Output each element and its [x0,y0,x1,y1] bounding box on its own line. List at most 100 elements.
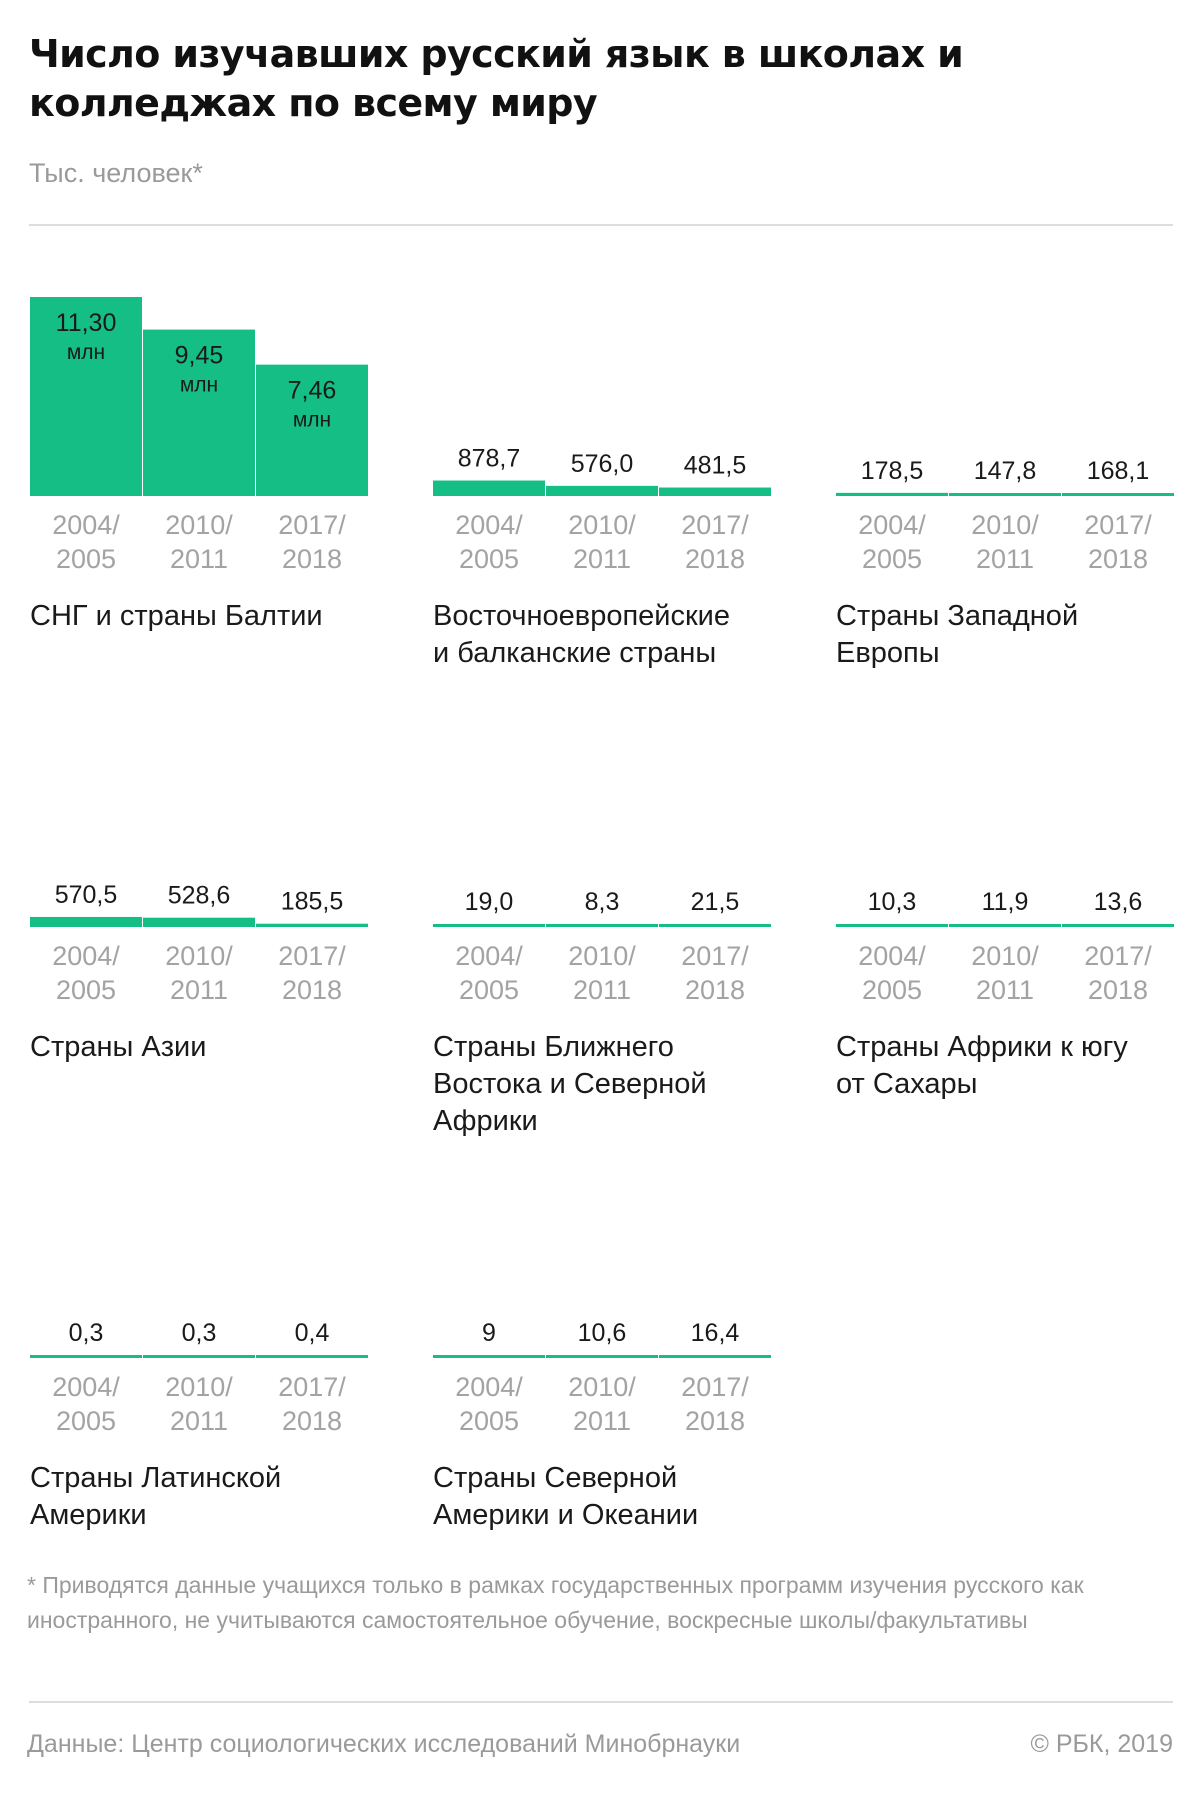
bars-svg: 0,3 2004/2005 0,3 2010/2011 0,4 2017/2018 [30,1319,368,1436]
year-label: 2010/ [971,941,1039,971]
year-label: 2018 [685,544,745,574]
copyright: © РБК, 2019 [1030,1730,1173,1758]
year-label: 2011 [976,544,1034,574]
value-label: 878,7 [458,445,521,473]
value-label: 0,4 [295,1319,330,1347]
bar [836,492,948,496]
unit-label: млн [293,409,331,432]
unit-label: млн [180,374,218,397]
bar [433,924,545,927]
year-label: 2004/ [455,941,523,971]
year-label: 2017/ [278,941,346,971]
value-label: 21,5 [691,888,740,916]
year-label: 2005 [56,544,116,574]
year-label: 2011 [573,544,631,574]
region-label: Страны Азии [30,1031,207,1063]
value-label: 19,0 [465,888,514,916]
value-label: 0,3 [182,1319,217,1347]
top-divider [29,224,1173,226]
bar [659,1355,771,1358]
year-label: 2005 [56,975,116,1005]
bar [433,480,545,496]
value-label: 178,5 [861,457,924,485]
year-label: 2018 [282,1406,342,1436]
bar [659,487,771,496]
year-label: 2005 [459,975,519,1005]
bar [30,1355,142,1358]
year-label: 2018 [282,544,342,574]
bar [256,364,368,496]
year-label: 2004/ [52,510,120,540]
year-label: 2010/ [568,510,636,540]
year-label: 2018 [282,975,342,1005]
region-label: Страны Западной Европы [836,600,1079,669]
year-label: 2010/ [568,1372,636,1402]
unit-subtitle: Тыс. человек* [29,158,203,188]
bar [433,1355,545,1358]
year-label: 2018 [685,1406,745,1436]
value-label: 10,3 [868,888,917,916]
region-label: Страны Северной Америки и Океании [433,1462,699,1531]
year-label: 2010/ [971,510,1039,540]
year-label: 2005 [459,1406,519,1436]
value-label: 16,4 [691,1319,740,1347]
year-label: 2010/ [165,941,233,971]
value-label: 13,6 [1094,888,1143,916]
year-label: 2010/ [568,941,636,971]
year-label: 2004/ [858,941,926,971]
bar [143,917,255,927]
year-label: 2005 [56,1406,116,1436]
year-label: 2017/ [681,941,749,971]
bar [546,924,658,927]
bar [546,1355,658,1358]
value-label: 10,6 [578,1319,627,1347]
value-label: 570,5 [55,881,118,909]
unit-label: млн [67,341,105,364]
bars-svg: 9 2004/2005 10,6 2010/2011 16,4 2017/2018 [433,1319,771,1436]
region-label: Страны Латинской Америки [30,1462,282,1531]
bar [256,1355,368,1358]
year-label: 2017/ [278,1372,346,1402]
bars-svg: 178,5 2004/2005 147,8 2010/2011 168,1 2017/20… [836,457,1174,574]
year-label: 2004/ [52,1372,120,1402]
data-source: Данные: Центр социологических исследован… [27,1730,741,1758]
year-label: 2004/ [455,1372,523,1402]
value-label: 0,3 [69,1319,104,1347]
value-label: 8,3 [585,888,620,916]
value-label: 9,45 [175,342,224,370]
year-label: 2017/ [1084,941,1152,971]
year-label: 2017/ [278,510,346,540]
value-label: 147,8 [974,457,1037,485]
value-label: 168,1 [1087,457,1150,485]
value-label: 528,6 [168,882,231,910]
bars-svg: 11,30 млн 2004/2005 9,45 млн 2010/2011 7,46 млн… [30,297,368,574]
bar [256,923,368,927]
bar [143,1355,255,1358]
year-label: 2004/ [858,510,926,540]
bar [1062,924,1174,927]
bar [143,329,255,496]
bars-svg: 878,7 2004/2005 576,0 2010/2011 481,5 2017/20… [433,445,771,574]
year-label: 2011 [573,1406,631,1436]
bar [30,297,142,496]
value-label: 7,46 [288,377,337,405]
year-label: 2017/ [681,510,749,540]
value-label: 576,0 [571,450,634,478]
year-label: 2018 [1088,544,1148,574]
value-label: 11,30 [56,309,117,337]
year-label: 2005 [862,544,922,574]
bars-svg: 10,3 2004/2005 11,9 2010/2011 13,6 2017/2018 [836,888,1174,1005]
year-label: 2004/ [52,941,120,971]
year-label: 2011 [573,975,631,1005]
value-label: 9 [482,1319,496,1347]
value-label: 11,9 [982,888,1029,916]
bars-svg: 570,5 2004/2005 528,6 2010/2011 185,5 2017/20… [30,881,368,1005]
region-label: Страны Африки к югу от Сахары [836,1031,1128,1100]
year-label: 2011 [170,1406,228,1436]
footnote: * Приводятся данные учащихся только в ра… [27,1572,1084,1633]
bar [949,493,1061,496]
year-label: 2005 [862,975,922,1005]
value-label: 185,5 [281,888,344,916]
year-label: 2017/ [1084,510,1152,540]
bar [30,916,142,927]
